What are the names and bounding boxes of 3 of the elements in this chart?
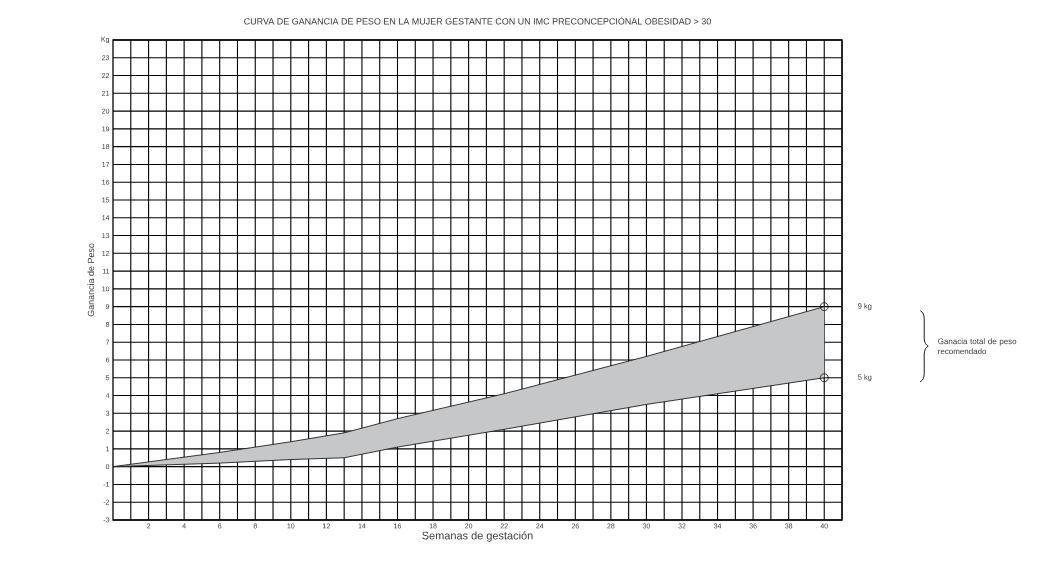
chart-title: CURVA DE GANANCIA DE PESO EN LA MUJER GESTANTE CON UN IMC PRECONCEPCIÓNAL OBESIDAD > 30 xyxy=(244,16,711,25)
y-axis-title: Ganancia de Peso xyxy=(87,243,95,317)
x-axis-title: Semanas de gestación xyxy=(422,531,533,542)
